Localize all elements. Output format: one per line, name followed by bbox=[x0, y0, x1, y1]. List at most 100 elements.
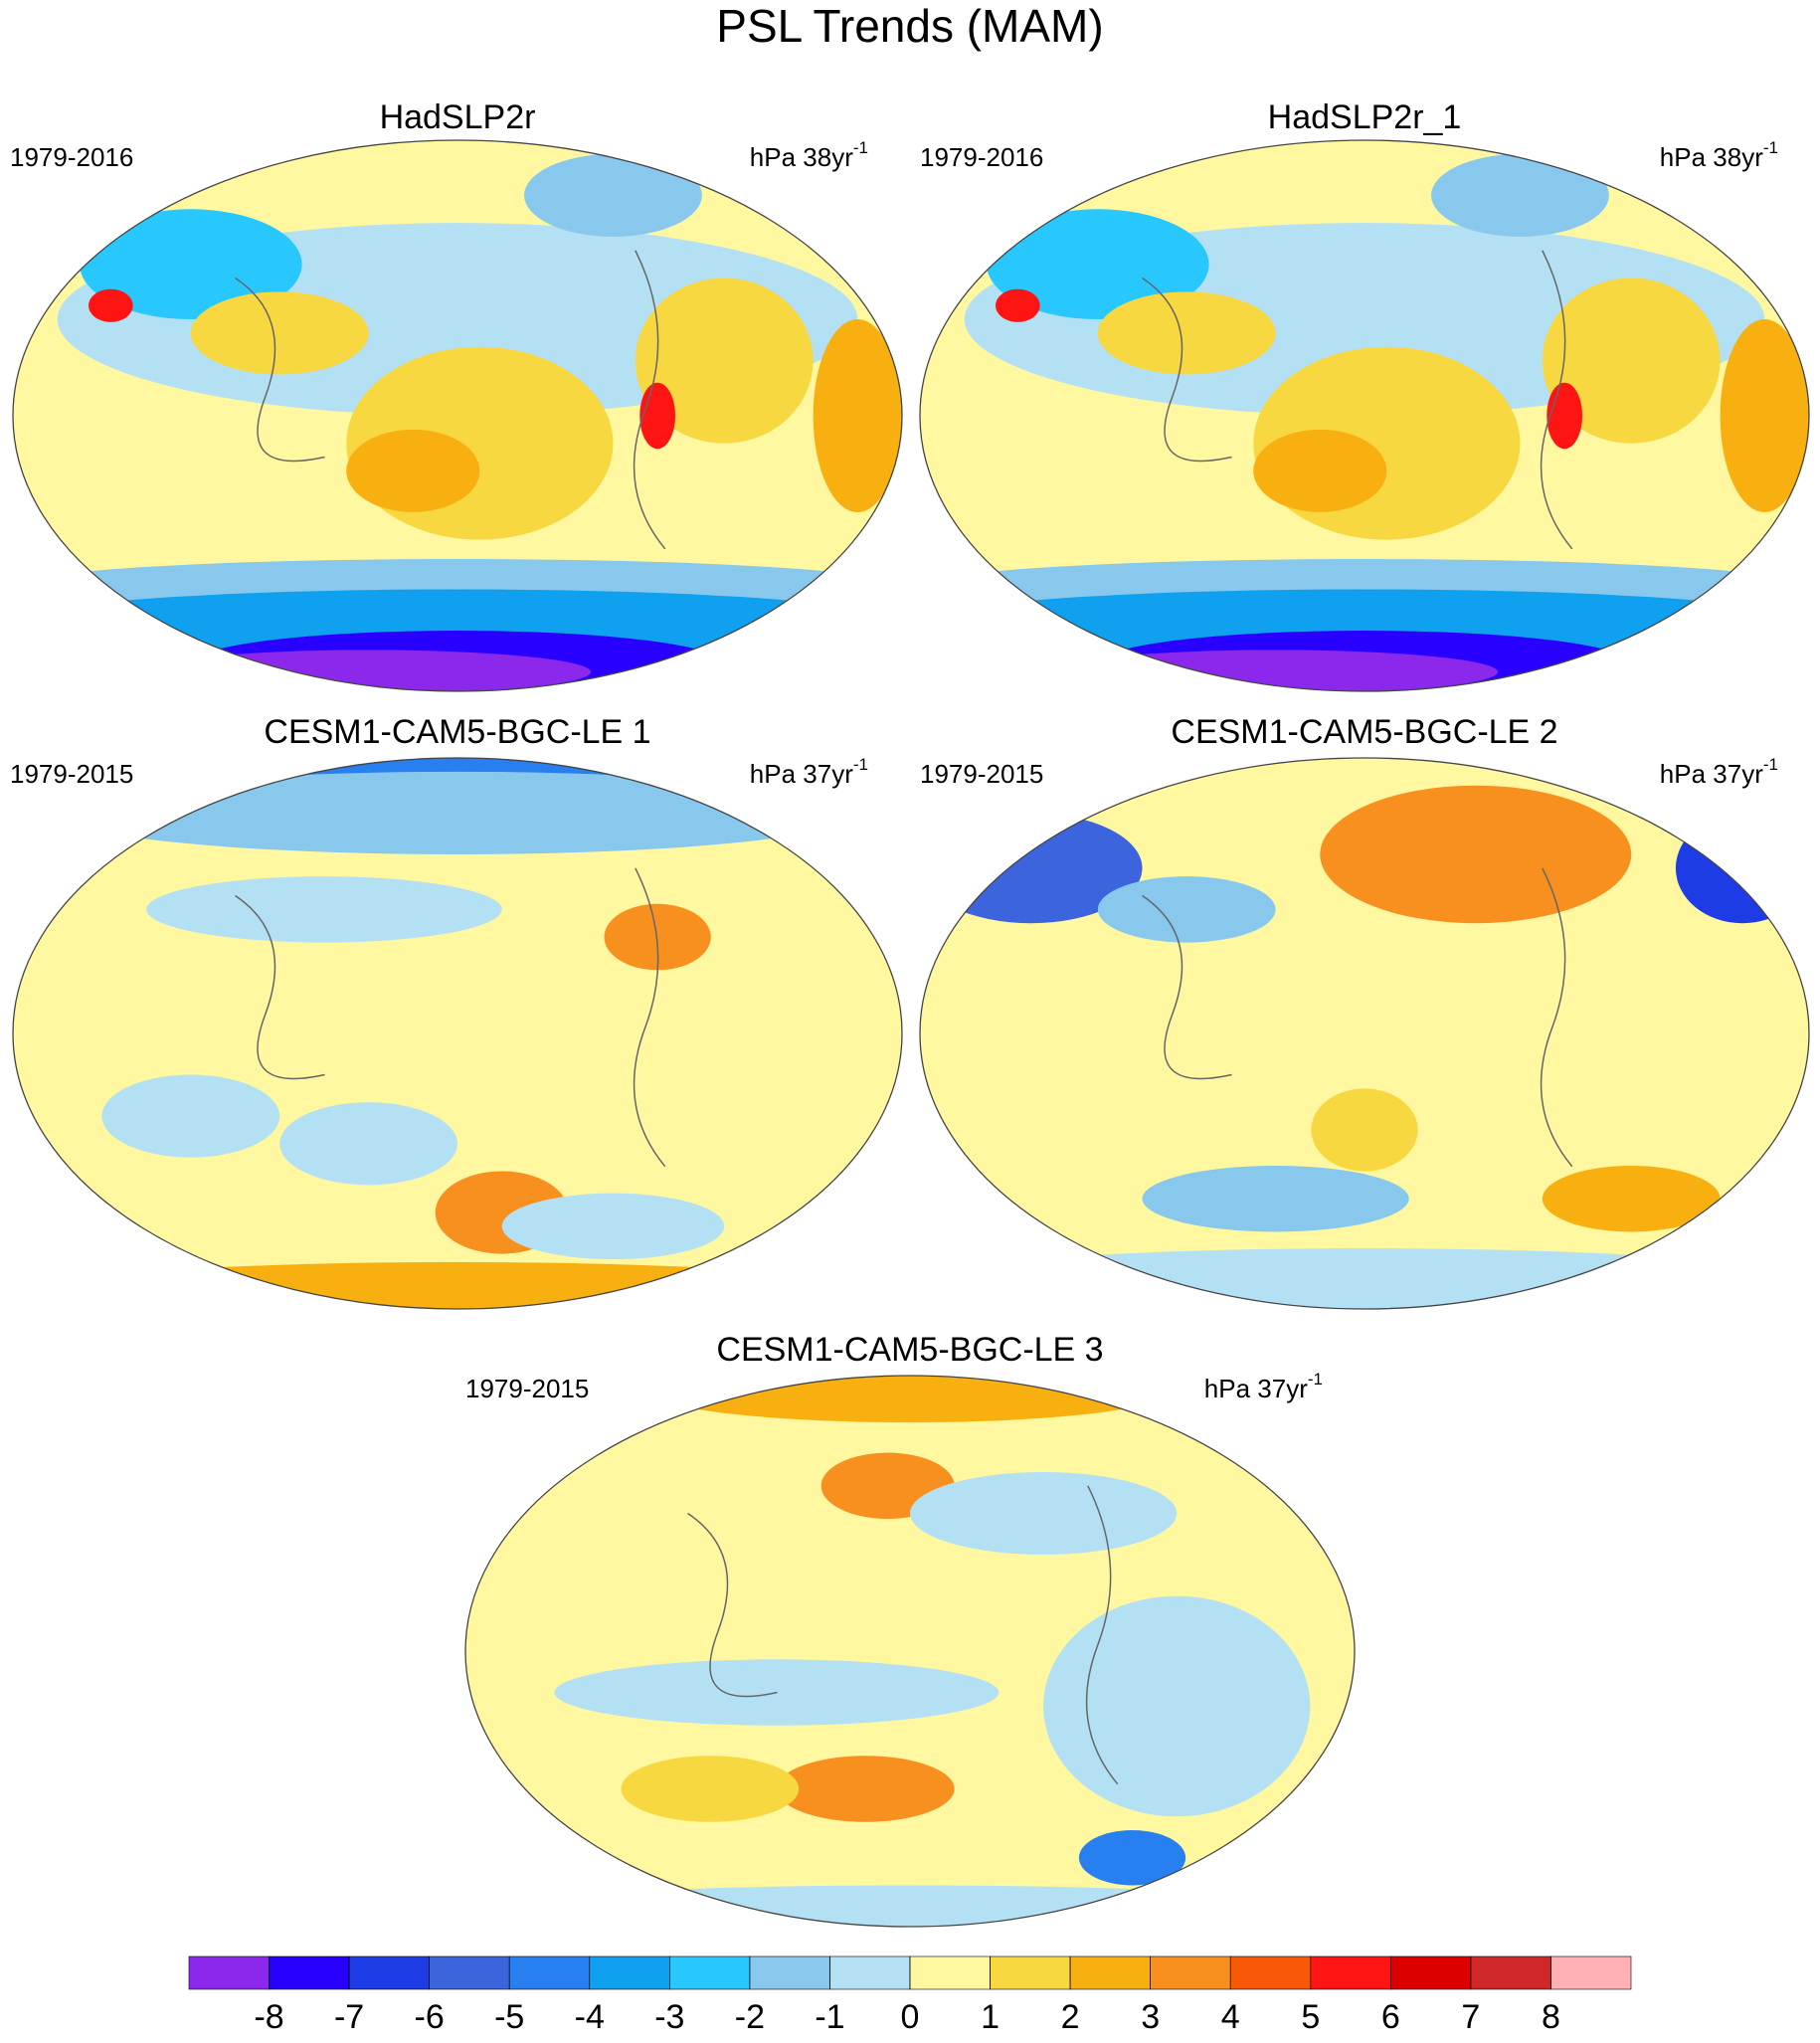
anomaly-region bbox=[621, 1756, 800, 1822]
colorbar-tick-label: -6 bbox=[415, 1998, 445, 2036]
map-panel bbox=[465, 1376, 1355, 1927]
map-panel bbox=[13, 758, 902, 1309]
map-panel bbox=[920, 140, 1809, 691]
anomaly-region bbox=[635, 278, 814, 444]
coastline bbox=[687, 1485, 1119, 1785]
colorbar-box bbox=[749, 1955, 830, 1990]
anomaly-region bbox=[1253, 429, 1387, 512]
colorbar-tick-label: -7 bbox=[334, 1998, 364, 2036]
map-outline bbox=[12, 139, 903, 692]
anomaly-region bbox=[1547, 382, 1583, 450]
panel-title: CESM1-CAM5-BGC-LE 1 bbox=[264, 713, 650, 751]
anomaly-region bbox=[190, 291, 369, 375]
units-text: hPa 37yr bbox=[750, 759, 853, 789]
coastline bbox=[1142, 867, 1573, 1168]
map-outline bbox=[919, 139, 1810, 692]
colorbar-box bbox=[188, 1955, 270, 1990]
anomaly-region bbox=[1078, 1830, 1186, 1886]
anomaly-region bbox=[146, 650, 592, 691]
colorbar-box bbox=[1390, 1955, 1472, 1990]
colorbar-box bbox=[990, 1955, 1071, 1990]
anomaly-region bbox=[101, 1074, 280, 1158]
colorbar-tick-label: 8 bbox=[1542, 1998, 1560, 2036]
map-panel bbox=[920, 758, 1809, 1309]
units-text: hPa 37yr bbox=[1660, 759, 1763, 789]
map-outline bbox=[919, 757, 1810, 1310]
anomaly-region bbox=[501, 1193, 725, 1260]
anomaly-region bbox=[1097, 291, 1276, 375]
anomaly-region bbox=[1320, 785, 1632, 924]
anomaly-region bbox=[642, 1376, 1178, 1423]
period-label: 1979-2015 bbox=[465, 1374, 589, 1403]
anomaly-region bbox=[13, 589, 902, 655]
units-label: hPa 38yr-1 bbox=[750, 138, 868, 171]
units-exponent: -1 bbox=[1763, 755, 1778, 774]
colorbar-box bbox=[909, 1955, 991, 1990]
colorbar-box bbox=[508, 1955, 591, 1990]
panel-title: HadSLP2r_1 bbox=[1268, 98, 1462, 136]
anomaly-region bbox=[920, 589, 1809, 655]
anomaly-region bbox=[1311, 1088, 1418, 1172]
anomaly-region bbox=[776, 1756, 955, 1822]
anomaly-region bbox=[57, 771, 858, 854]
period-label: 1979-2015 bbox=[10, 759, 133, 789]
anomaly-region bbox=[995, 288, 1040, 322]
anomaly-region bbox=[1431, 153, 1609, 237]
colorbar-tick-label: 1 bbox=[981, 1998, 1000, 2036]
colorbar-tick-label: 3 bbox=[1141, 1998, 1160, 2036]
coastline bbox=[1142, 250, 1573, 550]
anomaly-region bbox=[1675, 813, 1809, 924]
colorbar-tick-label: 4 bbox=[1221, 1998, 1240, 2036]
anomaly-region bbox=[1097, 876, 1276, 943]
panel-title: CESM1-CAM5-BGC-LE 3 bbox=[716, 1331, 1103, 1369]
anomaly-region bbox=[1142, 1165, 1409, 1232]
colorbar-tick-label: 0 bbox=[901, 1998, 920, 2036]
colorbar-tick-label: -5 bbox=[494, 1998, 524, 2036]
map-outline bbox=[464, 1375, 1356, 1928]
period-label: 1979-2016 bbox=[10, 142, 133, 172]
colorbar-box bbox=[589, 1955, 670, 1990]
anomaly-region bbox=[465, 1885, 1355, 1927]
anomaly-region bbox=[1542, 1165, 1721, 1232]
units-text: hPa 37yr bbox=[1204, 1374, 1308, 1403]
anomaly-region bbox=[639, 382, 676, 450]
colorbar-tick-label: 6 bbox=[1381, 1998, 1400, 2036]
colorbar-box bbox=[669, 1955, 751, 1990]
map-outline bbox=[12, 757, 903, 1310]
colorbar-tick-label: 2 bbox=[1061, 1998, 1080, 2036]
anomaly-region bbox=[80, 209, 302, 320]
anomaly-region bbox=[346, 429, 480, 512]
anomaly-region bbox=[910, 1471, 1178, 1556]
anomaly-region bbox=[13, 1261, 902, 1309]
colorbar-tick-label: -1 bbox=[815, 1998, 844, 2036]
coastline bbox=[235, 250, 666, 550]
anomaly-region bbox=[813, 319, 902, 512]
colorbar-box bbox=[1150, 1955, 1231, 1990]
colorbar-box bbox=[429, 1955, 510, 1990]
units-label: hPa 37yr-1 bbox=[1204, 1370, 1323, 1402]
colorbar-box bbox=[1229, 1955, 1312, 1990]
coastline bbox=[235, 867, 666, 1168]
units-exponent: -1 bbox=[853, 755, 868, 774]
anomaly-region bbox=[146, 876, 502, 943]
anomaly-region bbox=[524, 153, 702, 237]
panel-title: HadSLP2r bbox=[380, 98, 536, 136]
period-label: 1979-2016 bbox=[920, 142, 1043, 172]
units-label: hPa 37yr-1 bbox=[750, 755, 868, 788]
anomaly-region bbox=[88, 288, 133, 322]
colorbar-box bbox=[269, 1955, 350, 1990]
colorbar-box bbox=[1550, 1955, 1632, 1990]
anomaly-region bbox=[1720, 319, 1809, 512]
anomaly-region bbox=[920, 1248, 1809, 1309]
colorbar-tick-label: -4 bbox=[575, 1998, 605, 2036]
units-exponent: -1 bbox=[1308, 1370, 1323, 1389]
units-text: hPa 38yr bbox=[750, 142, 853, 172]
units-label: hPa 37yr-1 bbox=[1660, 755, 1778, 788]
panel-title: CESM1-CAM5-BGC-LE 2 bbox=[1171, 713, 1557, 751]
anomaly-region bbox=[1542, 278, 1721, 444]
colorbar-box bbox=[1310, 1955, 1391, 1990]
colorbar-box bbox=[1069, 1955, 1151, 1990]
anomaly-region bbox=[279, 1102, 457, 1186]
